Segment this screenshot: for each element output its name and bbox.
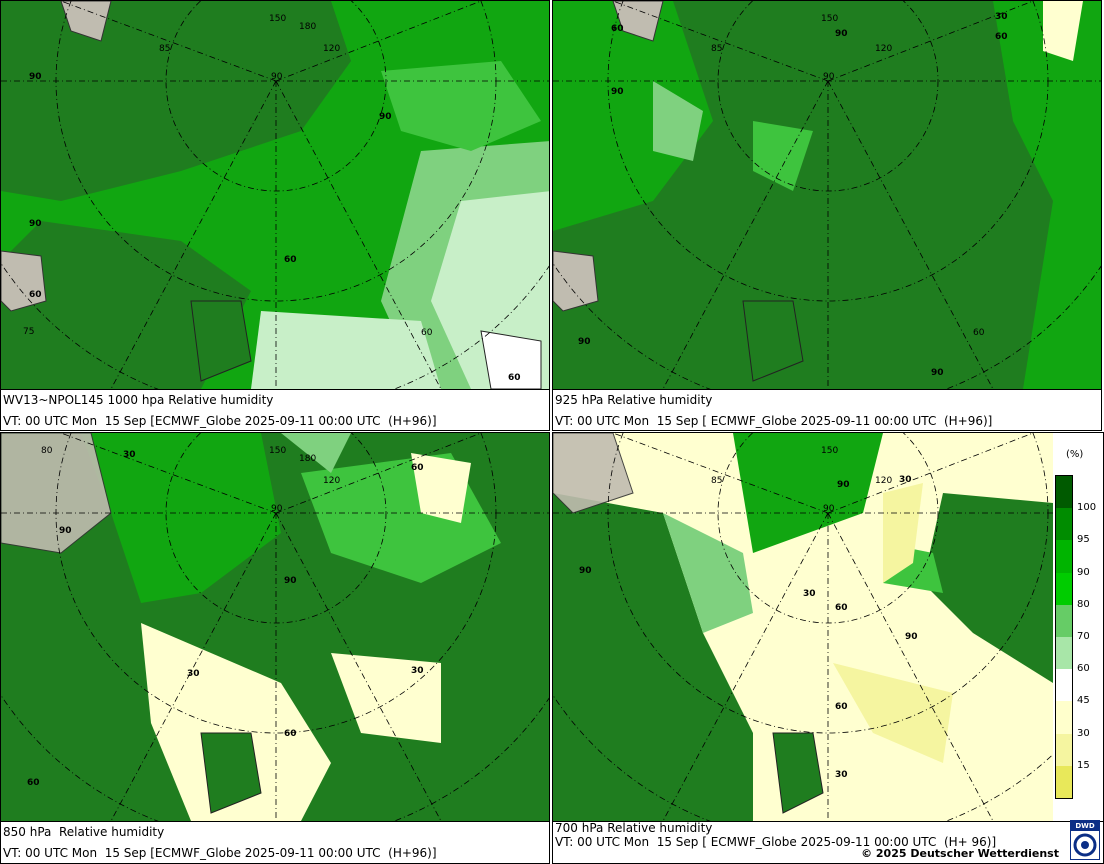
graticule-label: 90	[271, 72, 283, 82]
dwd-logo: DWD	[1070, 820, 1100, 860]
humidity-map-700: 90 30 90 60 30 60 90 30 150 120 90 85	[553, 433, 1053, 821]
iso-label: 60	[284, 729, 297, 739]
iso-label: 90	[931, 368, 944, 378]
iso-label: 90	[379, 112, 392, 122]
panel-925hpa: 30 60 90 60 90 90 90 150 120 90 60 85 92…	[552, 0, 1102, 431]
legend-swatch	[1056, 508, 1072, 541]
humidity-map-925: 30 60 90 60 90 90 90 150 120 90 60 85	[553, 1, 1101, 389]
iso-label: 90	[579, 566, 592, 576]
legend-swatch	[1056, 765, 1072, 798]
graticule-label: 120	[875, 44, 892, 54]
graticule-label: 150	[821, 14, 838, 24]
iso-label: 90	[29, 219, 42, 229]
legend-swatch	[1056, 476, 1072, 509]
iso-label: 60	[284, 255, 297, 265]
iso-label: 90	[284, 576, 297, 586]
legend-swatch	[1056, 669, 1072, 702]
legend-tick: 30	[1077, 727, 1090, 739]
iso-label: 30	[835, 770, 848, 780]
panel-title: 925 hPa Relative humidity	[555, 393, 713, 407]
graticule-label: 150	[269, 14, 286, 24]
legend-tick: 95	[1077, 534, 1090, 546]
graticule-label: 150	[821, 446, 838, 456]
map-850hpa: 30 60 90 30 90 60 30 60 150 180 120 90 8…	[1, 433, 549, 822]
legend-tick: 100	[1077, 502, 1097, 514]
iso-label: 60	[411, 463, 424, 473]
iso-label: 90	[611, 87, 624, 97]
panel-title: 700 hPa Relative humidity	[555, 821, 713, 835]
iso-label: 30	[187, 669, 200, 679]
map-1000hpa: 90 90 90 60 60 60 150 180 120 90 60 85 7…	[1, 1, 549, 390]
panel-subtitle: VT: 00 UTC Mon 15 Sep [ ECMWF_Globe 2025…	[555, 414, 993, 428]
graticule-label: 120	[323, 44, 340, 54]
humidity-map-850: 30 60 90 30 90 60 30 60 150 180 120 90 8…	[1, 433, 549, 821]
iso-label: 90	[837, 480, 850, 490]
panel-title: WV13~NPOL145 1000 hpa Relative humidity	[3, 393, 274, 407]
iso-label: 30	[411, 666, 424, 676]
iso-label: 90	[29, 72, 42, 82]
panel-subtitle: VT: 00 UTC Mon 15 Sep [ECMWF_Globe 2025-…	[3, 414, 437, 428]
panel-1000hpa: 90 90 90 60 60 60 150 180 120 90 60 85 7…	[0, 0, 550, 431]
color-legend: (%) 100 95 90 80 70 60 45 30 15	[1053, 439, 1099, 809]
graticule-label: 85	[711, 476, 722, 486]
iso-label: 90	[835, 29, 848, 39]
swirl-icon	[1073, 833, 1097, 857]
graticule-label: 120	[875, 476, 892, 486]
iso-label: 30	[803, 589, 816, 599]
iso-label: 90	[905, 632, 918, 642]
legend-swatch	[1056, 733, 1072, 766]
legend-tick: 45	[1077, 695, 1090, 707]
panel-850hpa: 30 60 90 30 90 60 30 60 150 180 120 90 8…	[0, 432, 550, 864]
legend-swatch	[1056, 572, 1072, 605]
dwd-logo-text: DWD	[1071, 821, 1099, 831]
map-700hpa: 90 30 90 60 30 60 90 30 150 120 90 85 (%…	[553, 433, 1103, 822]
graticule-label: 85	[711, 44, 722, 54]
legend-tick: 80	[1077, 598, 1090, 610]
graticule-label: 75	[23, 327, 34, 337]
graticule-label: 90	[823, 72, 835, 82]
iso-label: 90	[578, 337, 591, 347]
graticule-label: 60	[973, 328, 985, 338]
iso-label: 60	[995, 32, 1008, 42]
iso-label: 60	[835, 702, 848, 712]
graticule-label: 180	[299, 454, 316, 464]
graticule-label: 90	[271, 504, 283, 514]
iso-label: 60	[611, 24, 624, 34]
humidity-map-1000: 90 90 90 60 60 60 150 180 120 90 60 85 7…	[1, 1, 549, 389]
panel-title: 850 hPa Relative humidity	[3, 825, 165, 839]
legend-tick: 60	[1077, 663, 1090, 675]
iso-label: 30	[123, 450, 136, 460]
graticule-label: 90	[823, 504, 835, 514]
graticule-label: 60	[421, 328, 433, 338]
legend-swatch	[1056, 637, 1072, 670]
iso-label: 60	[508, 373, 521, 383]
legend-tick: 90	[1077, 566, 1090, 578]
iso-label: 30	[995, 12, 1008, 22]
legend-swatch	[1056, 604, 1072, 637]
graticule-label: 180	[299, 22, 316, 32]
legend-unit: (%)	[1066, 449, 1084, 460]
iso-label: 60	[27, 778, 40, 788]
graticule-label: 85	[159, 44, 170, 54]
legend-swatch	[1056, 701, 1072, 734]
iso-label: 30	[899, 475, 912, 485]
copyright: © 2025 Deutscher Wetterdienst	[861, 847, 1059, 860]
legend-tick: 15	[1077, 759, 1090, 771]
graticule-label: 80	[41, 446, 53, 456]
panel-700hpa: 90 30 90 60 30 60 90 30 150 120 90 85 (%…	[552, 432, 1104, 864]
graticule-label: 120	[323, 476, 340, 486]
legend-swatch	[1056, 540, 1072, 573]
map-925hpa: 30 60 90 60 90 90 90 150 120 90 60 85	[553, 1, 1101, 390]
legend-tick: 70	[1077, 631, 1090, 642]
panel-subtitle: VT: 00 UTC Mon 15 Sep [ ECMWF_Globe 2025…	[555, 835, 997, 849]
iso-label: 60	[835, 603, 848, 613]
panel-subtitle: VT: 00 UTC Mon 15 Sep [ECMWF_Globe 2025-…	[3, 846, 437, 860]
iso-label: 60	[29, 290, 42, 300]
legend-bar: 100 95 90 80 70 60 45 30 15	[1055, 475, 1096, 799]
iso-label: 90	[59, 526, 72, 536]
graticule-label: 150	[269, 446, 286, 456]
